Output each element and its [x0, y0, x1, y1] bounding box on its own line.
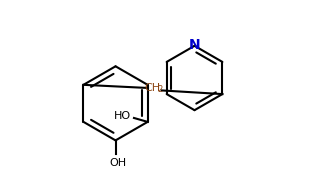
Text: CH: CH	[145, 82, 161, 92]
Text: 2: 2	[158, 85, 163, 94]
Text: OH: OH	[109, 158, 126, 168]
Text: N: N	[189, 38, 200, 52]
Text: HO: HO	[114, 111, 131, 121]
